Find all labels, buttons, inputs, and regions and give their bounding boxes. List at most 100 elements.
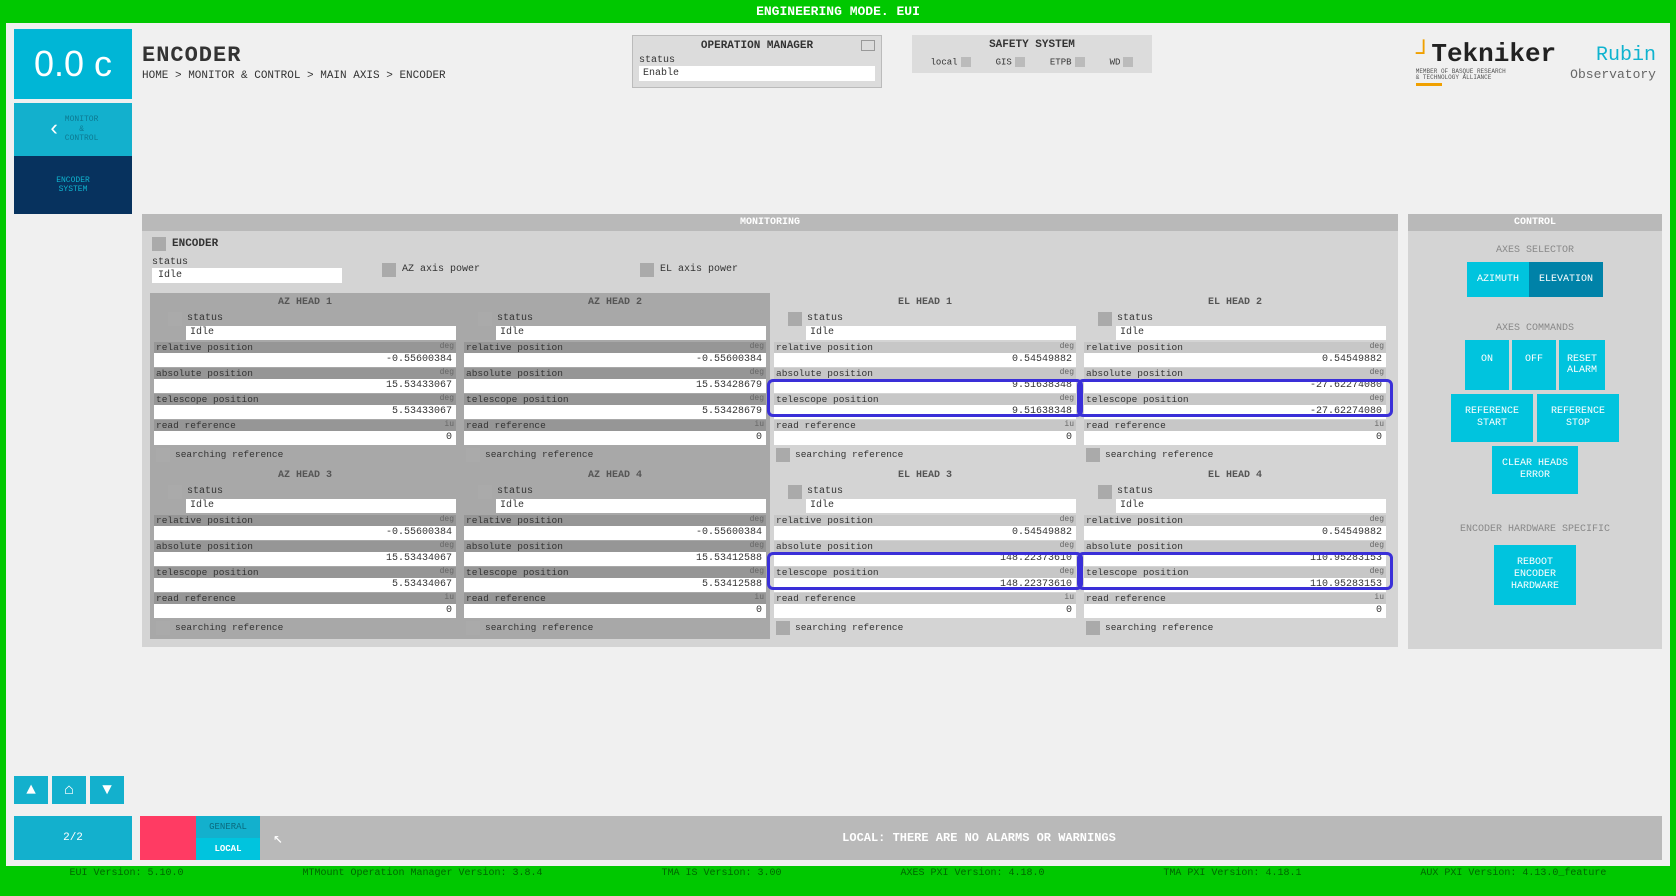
head-6: EL HEAD 3statusIdlerelative positiondeg0… bbox=[770, 466, 1080, 639]
breadcrumb[interactable]: HOME > MONITOR & CONTROL > MAIN AXIS > E… bbox=[142, 70, 622, 82]
read-ref-value: 0 bbox=[154, 431, 456, 445]
elevation-button[interactable]: ELEVATION bbox=[1529, 262, 1603, 297]
read-ref-value: 0 bbox=[464, 604, 766, 618]
nav-back-button[interactable]: ‹ MONITOR & CONTROL bbox=[14, 103, 132, 156]
status-value: Idle bbox=[152, 268, 342, 283]
head-status-value: Idle bbox=[496, 499, 766, 513]
head-status-indicator-icon bbox=[478, 485, 492, 499]
head-status-indicator-icon bbox=[788, 485, 802, 499]
rubin-logo: Rubin Observatory bbox=[1570, 44, 1656, 82]
az-power-label: AZ axis power bbox=[402, 264, 480, 275]
rel-pos-value: 0.54549882 bbox=[1084, 353, 1386, 367]
read-ref-value: 0 bbox=[774, 431, 1076, 445]
azimuth-button[interactable]: AZIMUTH bbox=[1467, 262, 1529, 297]
el-power-indicator-icon bbox=[640, 263, 654, 277]
head-status-indicator-icon bbox=[168, 485, 182, 499]
read-ref-value: 0 bbox=[774, 604, 1076, 618]
rel-pos-label: relative position bbox=[466, 515, 563, 526]
monitoring-header: MONITORING bbox=[142, 214, 1398, 231]
axes-selector-label: AXES SELECTOR bbox=[1418, 239, 1652, 262]
safety-local-indicator: local bbox=[931, 57, 971, 67]
version-tmapxi: TMA PXI Version: 4.18.1 bbox=[1163, 868, 1301, 879]
head-7: EL HEAD 4statusIdlerelative positiondeg0… bbox=[1080, 466, 1390, 639]
off-button[interactable]: OFF bbox=[1512, 340, 1556, 390]
read-ref-label: read reference bbox=[466, 420, 546, 431]
abs-pos-label: absolute position bbox=[776, 368, 873, 379]
tele-pos-label: telescope position bbox=[1086, 567, 1189, 578]
search-ref-indicator-icon bbox=[1086, 448, 1100, 462]
reference-start-button[interactable]: REFERENCE START bbox=[1451, 394, 1533, 442]
abs-pos-value: -27.62274080 bbox=[1084, 379, 1386, 393]
status-number: 0.0 c bbox=[14, 29, 132, 99]
chevron-left-icon: ‹ bbox=[48, 117, 61, 142]
tele-pos-label: telescope position bbox=[466, 567, 569, 578]
abs-pos-value: 15.53428679 bbox=[464, 379, 766, 393]
on-button[interactable]: ON bbox=[1465, 340, 1509, 390]
encoder-label: ENCODER bbox=[172, 238, 218, 250]
reboot-encoder-button[interactable]: REBOOT ENCODER HARDWARE bbox=[1494, 545, 1576, 605]
safety-etpb-indicator: ETPB bbox=[1050, 57, 1085, 67]
head-title: EL HEAD 3 bbox=[774, 468, 1076, 483]
nav-home-button[interactable]: ⌂ bbox=[52, 776, 86, 804]
abs-pos-label: absolute position bbox=[156, 368, 253, 379]
page-indicator[interactable]: 2/2 bbox=[14, 816, 132, 860]
reference-stop-button[interactable]: REFERENCE STOP bbox=[1537, 394, 1619, 442]
encoder-indicator-icon bbox=[152, 237, 166, 251]
head-status-value: Idle bbox=[186, 326, 456, 340]
head-status-label: status bbox=[497, 486, 533, 497]
tele-pos-label: telescope position bbox=[776, 394, 879, 405]
alarm-message: LOCAL: THERE ARE NO ALARMS OR WARNINGS bbox=[296, 816, 1662, 860]
read-ref-label: read reference bbox=[466, 593, 546, 604]
abs-pos-label: absolute position bbox=[776, 541, 873, 552]
control-header: CONTROL bbox=[1408, 214, 1662, 231]
version-tmais: TMA IS Version: 3.00 bbox=[661, 868, 781, 879]
head-status-indicator-icon bbox=[1098, 485, 1112, 499]
cursor-icon[interactable]: ↖ bbox=[260, 816, 296, 860]
az-power-indicator-icon bbox=[382, 263, 396, 277]
version-auxpxi: AUX PXI Version: 4.13.0_feature bbox=[1420, 868, 1606, 879]
read-ref-value: 0 bbox=[154, 604, 456, 618]
rel-pos-label: relative position bbox=[156, 342, 253, 353]
tele-pos-value: 5.53428679 bbox=[464, 405, 766, 419]
search-ref-indicator-icon bbox=[156, 621, 170, 635]
opmgr-status-label: status bbox=[639, 55, 675, 66]
rel-pos-value: -0.55600384 bbox=[154, 526, 456, 540]
head-status-label: status bbox=[807, 486, 843, 497]
heads-grid: AZ HEAD 1statusIdlerelative positiondeg-… bbox=[142, 289, 1398, 647]
clear-heads-error-button[interactable]: CLEAR HEADS ERROR bbox=[1492, 446, 1578, 494]
control-panel: CONTROL AXES SELECTOR AZIMUTH ELEVATION … bbox=[1408, 214, 1662, 649]
sidebar: 0.0 c ‹ MONITOR & CONTROL ENCODER SYSTEM bbox=[14, 29, 132, 214]
head-4: AZ HEAD 3statusIdlerelative positiondeg-… bbox=[150, 466, 460, 639]
tele-pos-value: -27.62274080 bbox=[1084, 405, 1386, 419]
status-label: status bbox=[152, 257, 342, 268]
head-status-value: Idle bbox=[1116, 499, 1386, 513]
search-ref-label: searching reference bbox=[795, 449, 903, 460]
tele-pos-value: 5.53412588 bbox=[464, 578, 766, 592]
nav-up-button[interactable]: ▲ bbox=[14, 776, 48, 804]
reset-alarm-button[interactable]: RESET ALARM bbox=[1559, 340, 1605, 390]
search-ref-indicator-icon bbox=[466, 448, 480, 462]
rel-pos-value: 0.54549882 bbox=[774, 353, 1076, 367]
head-status-label: status bbox=[1117, 486, 1153, 497]
alarm-indicator[interactable] bbox=[140, 816, 196, 860]
abs-pos-value: 15.53412588 bbox=[464, 552, 766, 566]
head-title: AZ HEAD 3 bbox=[154, 468, 456, 483]
search-ref-label: searching reference bbox=[795, 622, 903, 633]
tele-pos-label: telescope position bbox=[156, 394, 259, 405]
tele-pos-label: telescope position bbox=[776, 567, 879, 578]
head-3: EL HEAD 2statusIdlerelative positiondeg0… bbox=[1080, 293, 1390, 466]
tab-general[interactable]: GENERAL bbox=[196, 816, 260, 838]
tele-pos-value: 5.53433067 bbox=[154, 405, 456, 419]
tab-local[interactable]: LOCAL bbox=[196, 838, 260, 860]
expand-icon[interactable] bbox=[861, 40, 875, 51]
abs-pos-value: 110.95283153 bbox=[1084, 552, 1386, 566]
head-status-value: Idle bbox=[806, 499, 1076, 513]
head-title: EL HEAD 4 bbox=[1084, 468, 1386, 483]
head-5: AZ HEAD 4statusIdlerelative positiondeg-… bbox=[460, 466, 770, 639]
axes-commands-label: AXES COMMANDS bbox=[1418, 317, 1652, 340]
read-ref-label: read reference bbox=[776, 420, 856, 431]
nav-down-button[interactable]: ▼ bbox=[90, 776, 124, 804]
head-title: EL HEAD 2 bbox=[1084, 295, 1386, 310]
opmgr-title: OPERATION MANAGER bbox=[639, 38, 875, 54]
read-ref-value: 0 bbox=[1084, 431, 1386, 445]
